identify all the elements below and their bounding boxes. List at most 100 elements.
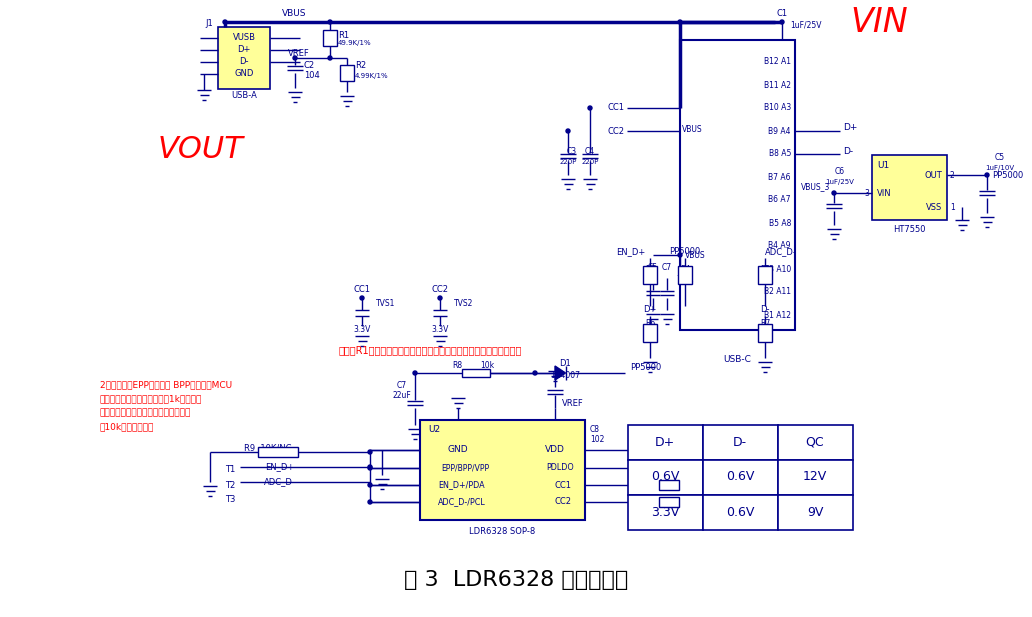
Text: QC: QC xyxy=(806,436,825,449)
Text: 12V: 12V xyxy=(803,471,827,484)
Text: 图 3  LDR6328 应用原理图: 图 3 LDR6328 应用原理图 xyxy=(404,570,628,590)
Text: EN_D+/PDA: EN_D+/PDA xyxy=(439,481,485,489)
Text: C4: C4 xyxy=(585,147,595,157)
Text: R5: R5 xyxy=(760,265,770,275)
Circle shape xyxy=(678,253,682,257)
Text: USB-C: USB-C xyxy=(723,355,751,365)
Circle shape xyxy=(566,129,570,133)
Text: D+: D+ xyxy=(643,305,656,315)
Text: VIN: VIN xyxy=(850,6,908,38)
Text: 1uF/10V: 1uF/10V xyxy=(986,165,1014,171)
Text: D+: D+ xyxy=(237,46,251,54)
Bar xyxy=(258,447,298,457)
Text: T2: T2 xyxy=(225,481,235,489)
Text: 3.3V: 3.3V xyxy=(431,325,449,334)
Text: 49.9K/1%: 49.9K/1% xyxy=(338,40,372,46)
Text: R11: R11 xyxy=(642,492,656,502)
Text: C6: C6 xyxy=(835,167,845,176)
Text: VDD: VDD xyxy=(545,445,565,455)
Text: CC1: CC1 xyxy=(354,286,370,294)
Text: 1uF/25V: 1uF/25V xyxy=(826,179,854,185)
Text: D1: D1 xyxy=(559,358,571,368)
Text: T1: T1 xyxy=(225,465,235,474)
Text: 0.6V: 0.6V xyxy=(651,471,679,484)
Text: R1: R1 xyxy=(338,30,349,39)
Text: U2: U2 xyxy=(428,426,440,434)
Text: R9  10K/NC: R9 10K/NC xyxy=(245,444,292,452)
Circle shape xyxy=(985,173,989,177)
Bar xyxy=(659,497,679,507)
Text: R6: R6 xyxy=(645,320,655,328)
Text: VBUS_3: VBUS_3 xyxy=(801,183,830,191)
Text: PP5000: PP5000 xyxy=(630,363,662,373)
Text: 10k: 10k xyxy=(480,362,494,370)
Circle shape xyxy=(328,56,332,60)
Text: PP5000: PP5000 xyxy=(670,247,701,257)
Text: D+: D+ xyxy=(843,123,858,133)
Text: J1: J1 xyxy=(205,20,213,28)
Text: 2引脚拉低为EPP，悬空为 BPP。如果接MCU: 2引脚拉低为EPP，悬空为 BPP。如果接MCU xyxy=(100,381,232,389)
Text: CC2: CC2 xyxy=(608,126,625,136)
Text: 100R: 100R xyxy=(653,492,673,502)
Bar xyxy=(703,495,778,530)
Text: U1: U1 xyxy=(877,160,890,170)
Bar xyxy=(757,266,772,284)
Text: R10: R10 xyxy=(642,476,656,484)
Bar xyxy=(340,65,354,81)
Text: VSS: VSS xyxy=(926,202,942,212)
Text: EPP/BPP/VPP: EPP/BPP/VPP xyxy=(441,463,489,473)
Text: D-: D- xyxy=(733,436,747,449)
Text: 2K: 2K xyxy=(761,329,770,339)
Text: 4.99K/1%: 4.99K/1% xyxy=(355,73,389,79)
Text: B9 A4: B9 A4 xyxy=(769,126,791,136)
Text: B6 A7: B6 A7 xyxy=(769,196,791,204)
Bar xyxy=(703,460,778,495)
Text: GND: GND xyxy=(448,445,469,455)
Text: VIN: VIN xyxy=(877,189,892,197)
Text: B12 A1: B12 A1 xyxy=(764,57,791,67)
Text: B5 A8: B5 A8 xyxy=(769,218,791,228)
Text: TVS1: TVS1 xyxy=(376,299,395,308)
Text: 13K: 13K xyxy=(757,276,772,284)
Text: 0.6V: 0.6V xyxy=(725,505,754,518)
Bar xyxy=(872,155,947,220)
Text: C7: C7 xyxy=(662,263,672,273)
Text: 3.3V: 3.3V xyxy=(353,325,370,334)
Circle shape xyxy=(328,20,332,24)
Text: VBUS: VBUS xyxy=(685,251,706,260)
Text: 7.5K: 7.5K xyxy=(676,276,694,284)
Text: B8 A5: B8 A5 xyxy=(769,149,791,159)
Text: 引脚来配置，建议两个引脚用1k电阻进行: 引脚来配置，建议两个引脚用1k电阻进行 xyxy=(100,394,202,404)
Text: B7 A6: B7 A6 xyxy=(769,173,791,181)
Circle shape xyxy=(438,296,442,300)
Text: C7: C7 xyxy=(397,381,407,389)
Text: 0.6V: 0.6V xyxy=(725,471,754,484)
Text: R2: R2 xyxy=(355,62,366,70)
Bar xyxy=(778,425,853,460)
Text: CC2: CC2 xyxy=(554,497,572,507)
Text: C5: C5 xyxy=(995,154,1005,162)
Text: D-: D- xyxy=(239,57,249,67)
Text: HT7550: HT7550 xyxy=(893,225,926,234)
Circle shape xyxy=(368,450,372,454)
Circle shape xyxy=(223,20,227,24)
Text: 1uF/25V: 1uF/25V xyxy=(791,20,821,30)
Text: C3: C3 xyxy=(567,147,577,157)
Text: CC1: CC1 xyxy=(554,481,572,489)
Bar xyxy=(628,425,703,460)
Text: 用10k电阻下拉接地: 用10k电阻下拉接地 xyxy=(100,423,155,431)
Bar xyxy=(778,460,853,495)
Text: C5: C5 xyxy=(648,263,658,273)
Text: R7: R7 xyxy=(760,320,770,328)
Bar xyxy=(778,495,853,530)
Bar xyxy=(659,480,679,490)
Text: ADC_D-/PCL: ADC_D-/PCL xyxy=(439,497,486,507)
Circle shape xyxy=(368,500,372,504)
Circle shape xyxy=(368,466,372,470)
Text: ADC_D-: ADC_D- xyxy=(264,478,296,486)
Text: 注意：R1用于快速插拔时，加快电容放电，防止干扰适配器建立连接: 注意：R1用于快速插拔时，加快电容放电，防止干扰适配器建立连接 xyxy=(338,345,522,355)
Text: B10 A3: B10 A3 xyxy=(764,104,791,112)
Text: CC2: CC2 xyxy=(431,286,449,294)
Text: 220P: 220P xyxy=(581,159,599,165)
Circle shape xyxy=(293,56,297,60)
